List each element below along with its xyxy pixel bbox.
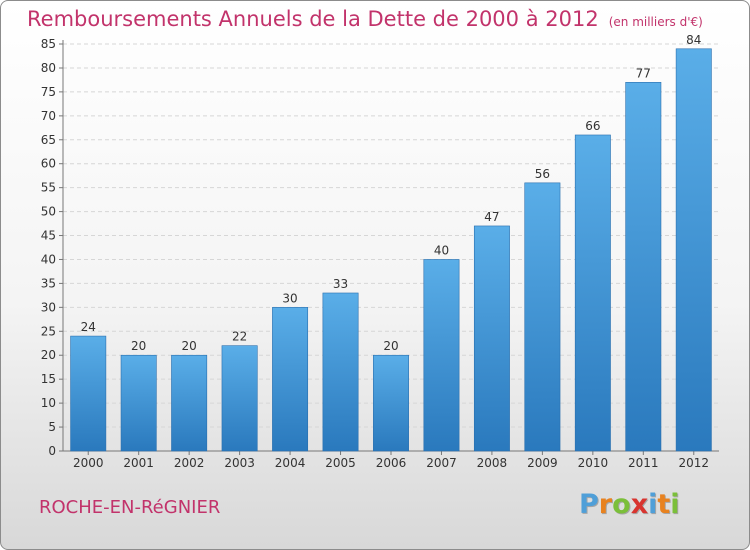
- y-tick-label: 75: [41, 85, 56, 99]
- bar-value-label: 84: [686, 33, 701, 47]
- y-tick-label: 80: [41, 61, 56, 75]
- labels: 0 5 10 15 20 25 30 35 40 45 50 55 60 65 70 75 80 85 24 2000…: [41, 33, 709, 470]
- x-tick-label: 2010: [578, 456, 609, 470]
- bar-2007: [423, 259, 460, 452]
- logo-letter: o: [612, 489, 631, 520]
- x-tick-label: 2000: [73, 456, 104, 470]
- bar-2004: [272, 307, 309, 452]
- chart-title-unit: (en milliers d'€): [608, 15, 703, 29]
- bar-2006: [373, 354, 409, 452]
- bar-value-label: 20: [182, 339, 197, 353]
- bar-value-label: 33: [333, 277, 348, 291]
- y-tick-label: 55: [41, 181, 56, 195]
- chart-title-main: Remboursements Annuels de la Dette de 20…: [27, 7, 599, 31]
- y-tick-label: 50: [41, 205, 56, 219]
- logo-letter: i: [670, 489, 680, 520]
- x-tick-label: 2007: [426, 456, 457, 470]
- logo-letter: P: [579, 489, 599, 520]
- bar-2001: [120, 354, 157, 452]
- x-tick-label: 2005: [325, 456, 356, 470]
- y-tick-label: 10: [41, 396, 56, 410]
- y-tick-label: 40: [41, 252, 56, 266]
- x-tick-label: 2009: [527, 456, 558, 470]
- bar-2010: [574, 134, 611, 452]
- bar-value-label: 20: [383, 339, 398, 353]
- bar-2012: [675, 48, 712, 452]
- y-tick-label: 65: [41, 133, 56, 147]
- y-tick-label: 70: [41, 109, 56, 123]
- x-tick-label: 2003: [224, 456, 255, 470]
- proxiti-logo[interactable]: Proxiti: [579, 489, 680, 520]
- logo-letter: t: [657, 489, 671, 520]
- bar-value-label: 30: [282, 291, 297, 305]
- x-tick-label: 2001: [123, 456, 154, 470]
- x-tick-label: 2006: [376, 456, 407, 470]
- x-tick-label: 2008: [477, 456, 508, 470]
- x-tick-label: 2002: [174, 456, 205, 470]
- chart-title: Remboursements Annuels de la Dette de 20…: [27, 7, 703, 31]
- y-tick-label: 0: [48, 444, 56, 458]
- bar-2000: [70, 335, 107, 452]
- x-tick-label: 2012: [678, 456, 709, 470]
- y-tick-label: 30: [41, 300, 56, 314]
- bars: [70, 48, 712, 452]
- bar-2008: [473, 225, 510, 452]
- bar-2002: [171, 354, 208, 452]
- y-tick-label: 85: [41, 37, 56, 51]
- bar-2009: [524, 182, 561, 452]
- bar-value-label: 24: [81, 320, 96, 334]
- bar-2003: [221, 345, 258, 452]
- bar-value-label: 40: [434, 243, 449, 257]
- y-tick-label: 25: [41, 324, 56, 338]
- bar-2005: [322, 292, 359, 452]
- y-tick-label: 35: [41, 276, 56, 290]
- commune-name: ROCHE-EN-RéGNIER: [39, 497, 221, 518]
- bar-2011: [625, 82, 662, 452]
- y-tick-label: 60: [41, 157, 56, 171]
- y-tick-label: 15: [41, 372, 56, 386]
- bar-value-label: 20: [131, 339, 146, 353]
- logo-letter: r: [598, 489, 613, 520]
- y-tick-label: 5: [48, 420, 56, 434]
- y-tick-label: 20: [41, 348, 56, 362]
- bar-value-label: 47: [484, 210, 499, 224]
- bar-value-label: 22: [232, 330, 247, 344]
- bar-value-label: 56: [535, 167, 550, 181]
- logo-letter: x: [630, 489, 649, 520]
- bar-value-label: 66: [585, 119, 600, 133]
- x-tick-label: 2004: [275, 456, 306, 470]
- bar-value-label: 77: [636, 66, 651, 80]
- logo-letter: i: [648, 489, 658, 520]
- y-tick-label: 45: [41, 229, 56, 243]
- x-tick-label: 2011: [628, 456, 659, 470]
